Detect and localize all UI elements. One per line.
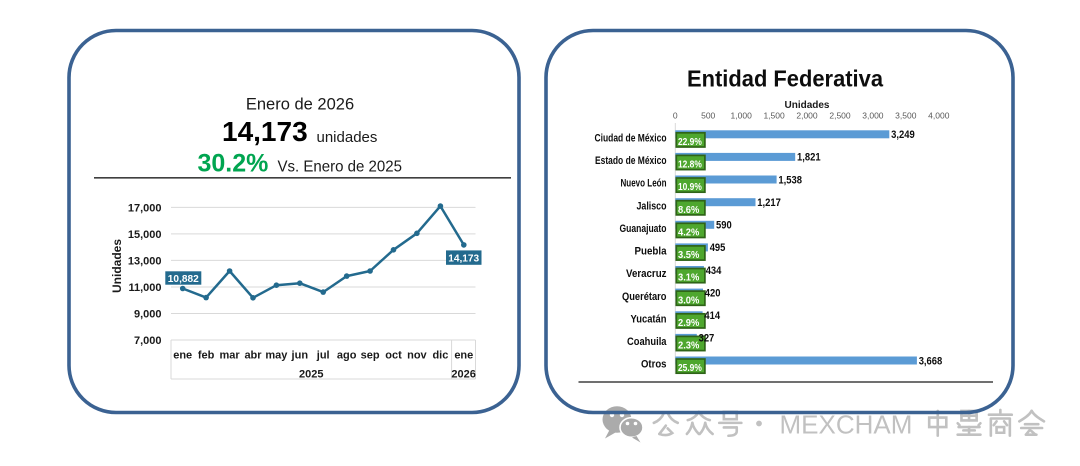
svg-text:414: 414 bbox=[704, 310, 720, 322]
svg-text:Coahuila: Coahuila bbox=[627, 336, 667, 348]
svg-text:Guanajuato: Guanajuato bbox=[620, 223, 667, 235]
svg-text:Entidad Federativa: Entidad Federativa bbox=[687, 65, 884, 91]
svg-text:Vs. Enero de 2025: Vs. Enero de 2025 bbox=[278, 159, 403, 176]
svg-text:may: may bbox=[265, 349, 288, 361]
svg-text:abr: abr bbox=[244, 349, 262, 361]
svg-text:2026: 2026 bbox=[451, 369, 475, 381]
svg-text:1,217: 1,217 bbox=[757, 197, 781, 209]
svg-text:420: 420 bbox=[705, 287, 721, 299]
svg-text:sep: sep bbox=[361, 349, 380, 361]
svg-text:mar: mar bbox=[220, 349, 241, 361]
svg-text:3,500: 3,500 bbox=[895, 111, 917, 121]
svg-text:nov: nov bbox=[407, 349, 427, 361]
svg-text:9,000: 9,000 bbox=[134, 309, 162, 321]
svg-text:jun: jun bbox=[291, 349, 309, 361]
svg-text:11,000: 11,000 bbox=[128, 282, 161, 294]
svg-text:3.1%: 3.1% bbox=[678, 273, 699, 284]
svg-text:Unidades: Unidades bbox=[784, 100, 829, 111]
svg-text:10.9%: 10.9% bbox=[678, 182, 702, 193]
svg-text:25.9%: 25.9% bbox=[678, 363, 702, 374]
svg-text:Puebla: Puebla bbox=[635, 246, 668, 258]
svg-text:2.9%: 2.9% bbox=[678, 318, 699, 329]
svg-text:ene: ene bbox=[173, 349, 192, 361]
svg-text:oct: oct bbox=[385, 349, 402, 361]
svg-text:Unidades: Unidades bbox=[110, 239, 124, 293]
svg-text:3.0%: 3.0% bbox=[678, 295, 699, 306]
svg-text:30.2%: 30.2% bbox=[198, 150, 269, 178]
svg-text:500: 500 bbox=[701, 111, 715, 121]
svg-text:0: 0 bbox=[673, 111, 678, 121]
svg-text:14,173: 14,173 bbox=[448, 253, 479, 265]
svg-text:434: 434 bbox=[706, 265, 722, 277]
svg-text:3,000: 3,000 bbox=[862, 111, 884, 121]
svg-text:Jalisco: Jalisco bbox=[637, 200, 667, 212]
svg-text:jul: jul bbox=[316, 349, 330, 361]
svg-text:1,821: 1,821 bbox=[797, 152, 821, 164]
svg-text:Ciudad de México: Ciudad de México bbox=[595, 133, 667, 145]
svg-text:3.5%: 3.5% bbox=[678, 250, 699, 261]
svg-text:14,173: 14,173 bbox=[222, 116, 308, 147]
svg-text:Veracruz: Veracruz bbox=[626, 268, 667, 280]
svg-text:2,500: 2,500 bbox=[829, 111, 851, 121]
svg-text:327: 327 bbox=[699, 333, 715, 345]
svg-text:2,000: 2,000 bbox=[796, 111, 818, 121]
svg-text:10,882: 10,882 bbox=[168, 273, 199, 285]
svg-text:3,668: 3,668 bbox=[919, 355, 943, 367]
svg-text:2025: 2025 bbox=[299, 369, 323, 381]
svg-text:Querétaro: Querétaro bbox=[622, 291, 667, 303]
svg-text:Estado de México: Estado de México bbox=[595, 155, 667, 167]
svg-text:1,500: 1,500 bbox=[763, 111, 785, 121]
svg-text:13,000: 13,000 bbox=[128, 255, 162, 267]
svg-text:dic: dic bbox=[432, 349, 448, 361]
svg-text:ago: ago bbox=[337, 349, 357, 361]
svg-text:4.2%: 4.2% bbox=[678, 228, 699, 239]
svg-text:8.6%: 8.6% bbox=[678, 205, 699, 216]
svg-text:15,000: 15,000 bbox=[128, 229, 162, 241]
svg-text:22.9%: 22.9% bbox=[678, 137, 702, 148]
svg-text:17,000: 17,000 bbox=[128, 202, 162, 214]
svg-text:3,249: 3,249 bbox=[891, 129, 915, 141]
svg-text:1,538: 1,538 bbox=[778, 174, 802, 186]
svg-text:ene: ene bbox=[454, 349, 473, 361]
svg-text:1,000: 1,000 bbox=[731, 111, 753, 121]
svg-text:2.3%: 2.3% bbox=[678, 341, 699, 352]
svg-text:unidades: unidades bbox=[317, 129, 378, 146]
svg-text:7,000: 7,000 bbox=[134, 335, 162, 347]
svg-text:feb: feb bbox=[198, 349, 215, 361]
svg-text:495: 495 bbox=[710, 242, 726, 254]
svg-text:Nuevo León: Nuevo León bbox=[621, 178, 667, 190]
svg-text:12.8%: 12.8% bbox=[678, 160, 702, 171]
svg-text:Otros: Otros bbox=[641, 359, 667, 371]
svg-text:Yucatán: Yucatán bbox=[631, 314, 667, 326]
svg-text:590: 590 bbox=[716, 220, 732, 232]
svg-text:4,000: 4,000 bbox=[928, 111, 950, 121]
svg-text:Enero de 2026: Enero de 2026 bbox=[246, 95, 354, 113]
